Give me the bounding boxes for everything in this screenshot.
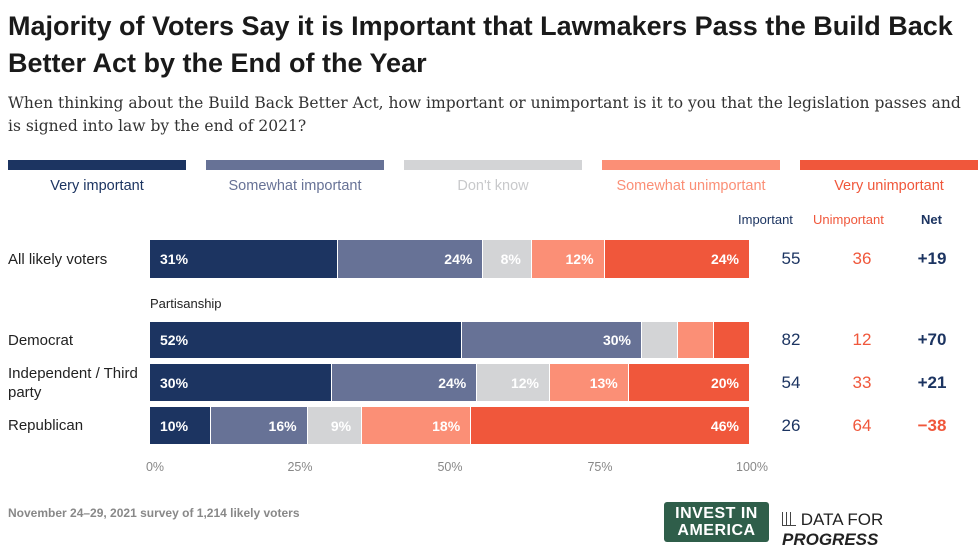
legend-swatch: [206, 160, 384, 170]
bar-segment: [642, 322, 678, 358]
stacked-bar: 52% 30%: [150, 322, 750, 358]
legend-item: Don't know: [404, 160, 582, 194]
legend-label: Somewhat important: [228, 178, 362, 194]
bar-segment: [714, 322, 750, 358]
important-value: 82: [781, 330, 801, 349]
chart-subtitle: When thinking about the Build Back Bette…: [8, 94, 961, 135]
legend-item: Very important: [8, 160, 186, 194]
stacked-bar: 10% 16% 9% 18% 46%: [150, 407, 750, 444]
bar-segment: 16%: [210, 407, 308, 444]
important-value: 55: [781, 249, 801, 268]
bar-segment: 46%: [471, 407, 750, 444]
legend-item: Somewhat important: [206, 160, 384, 194]
legend-swatch: [800, 160, 978, 170]
legend-label: Very unimportant: [834, 178, 944, 194]
net-value: +19: [917, 249, 947, 268]
legend-item: Somewhat unimportant: [602, 160, 780, 194]
net-value: −38: [917, 415, 947, 435]
row-label: Republican: [8, 417, 84, 434]
group-label: Partisanship: [150, 296, 222, 311]
unimportant-value: 64: [852, 415, 872, 435]
legend-swatch: [404, 160, 582, 170]
bar-segment: 8%: [483, 240, 532, 278]
bar-segment: 10%: [150, 407, 211, 444]
bar-segment: 9%: [307, 407, 363, 444]
stacked-bar: 30% 24% 12% 13% 20%: [150, 364, 750, 401]
bar-segment: 12%: [477, 364, 550, 401]
bar-segment: 13%: [549, 364, 629, 401]
bar-segment: 24%: [604, 240, 750, 278]
legend-swatch: [602, 160, 780, 170]
unimportant-value: 12: [852, 330, 872, 349]
bar-chart-icon: [782, 512, 796, 526]
bar-segment: 20%: [628, 364, 750, 401]
bar-segment: 24%: [337, 240, 484, 278]
row-label: Democrat: [8, 332, 74, 349]
legend-label: Very important: [50, 178, 144, 194]
important-value: 54: [781, 372, 801, 392]
bar-segment: [678, 322, 714, 358]
stacked-bar: 31% 24% 8% 12% 24%: [150, 240, 750, 278]
legend-swatch: [8, 160, 186, 170]
header-net: Net: [921, 212, 942, 227]
x-tick-label: 0%: [145, 460, 165, 474]
bar-segment: 30%: [462, 322, 642, 358]
unimportant-value: 36: [852, 249, 872, 268]
header-important: Important: [738, 212, 793, 227]
x-tick-label: 50%: [437, 460, 463, 474]
chart-title: Majority of Voters Say it is Important t…: [8, 11, 953, 78]
source-note: November 24–29, 2021 survey of 1,214 lik…: [8, 506, 300, 520]
net-value: +21: [917, 372, 947, 392]
row-label: All likely voters: [8, 251, 108, 268]
bar-segment: 12%: [531, 240, 605, 278]
net-value: +70: [917, 330, 947, 349]
bar-segment: 31%: [150, 240, 338, 278]
x-tick-label: 75%: [587, 460, 613, 474]
bar-segment: 30%: [150, 364, 332, 401]
legend-item: Very unimportant: [800, 160, 978, 194]
legend: Very important Somewhat important Don't kn…: [8, 160, 978, 194]
x-tick-label: 100%: [736, 460, 768, 474]
bar-segment: 24%: [331, 364, 478, 401]
invest-in-america-logo: INVEST IN AMERICA: [664, 502, 769, 542]
data-for-progress-logo: DATA FOR PROGRESS: [782, 510, 884, 549]
bar-segment: 18%: [362, 407, 472, 444]
important-value: 26: [781, 415, 801, 435]
legend-label: Somewhat unimportant: [616, 178, 766, 194]
bar-segment: 52%: [150, 322, 462, 358]
x-tick-label: 25%: [287, 460, 313, 474]
header-unimportant: Unimportant: [813, 212, 884, 227]
legend-label: Don't know: [457, 178, 529, 194]
row-label: Independent / Third party: [8, 365, 138, 401]
unimportant-value: 33: [852, 372, 872, 392]
